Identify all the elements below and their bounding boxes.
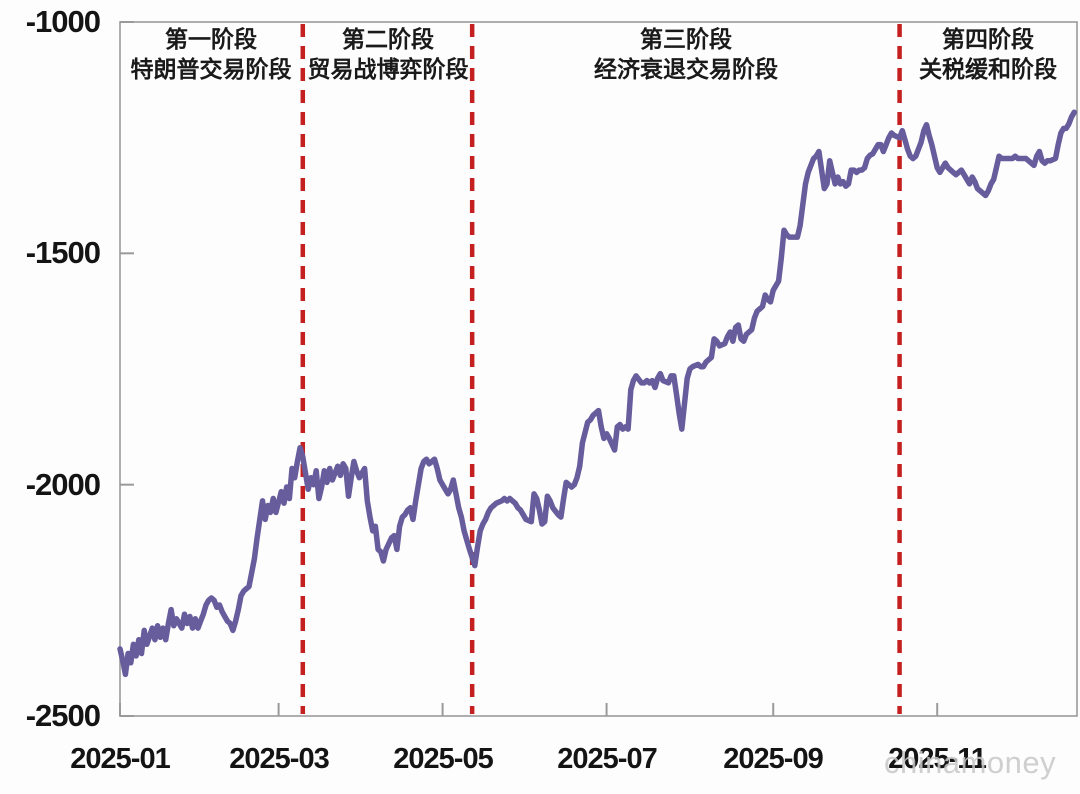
x-tick-label: 2025-05 <box>393 743 493 775</box>
phase-label-2: 第二阶段 贸易战博弈阶段 <box>228 25 548 85</box>
phase-2-subtitle: 贸易战博弈阶段 <box>307 57 469 82</box>
phase-3-title: 第三阶段 <box>640 27 732 52</box>
phase-label-3: 第三阶段 经济衰退交易阶段 <box>526 25 846 85</box>
y-tick-label: -1000 <box>25 4 101 39</box>
phase-1-subtitle: 特朗普交易阶段 <box>130 57 292 82</box>
x-tick-label: 2025-11 <box>888 743 987 775</box>
y-tick-label: -2000 <box>25 467 101 502</box>
phase-label-1: 第一阶段 特朗普交易阶段 <box>51 25 371 85</box>
x-tick-label: 2025-03 <box>229 743 329 775</box>
phase-4-subtitle: 关税缓和阶段 <box>919 57 1057 82</box>
watermark: chinamoney <box>884 745 1057 780</box>
y-tick-label: -2500 <box>25 698 101 733</box>
phase-1-title: 第一阶段 <box>165 27 257 52</box>
x-tick-label: 2025-09 <box>723 743 823 775</box>
x-tick-label: 2025-07 <box>557 743 657 775</box>
phase-4-title: 第四阶段 <box>942 27 1034 52</box>
phase-label-4: 第四阶段 关税缓和阶段 <box>828 25 1080 85</box>
x-tick-label: 2025-01 <box>70 743 170 775</box>
phase-3-subtitle: 经济衰退交易阶段 <box>594 57 778 82</box>
phase-2-title: 第二阶段 <box>342 27 434 52</box>
y-tick-label: -1500 <box>25 235 101 270</box>
